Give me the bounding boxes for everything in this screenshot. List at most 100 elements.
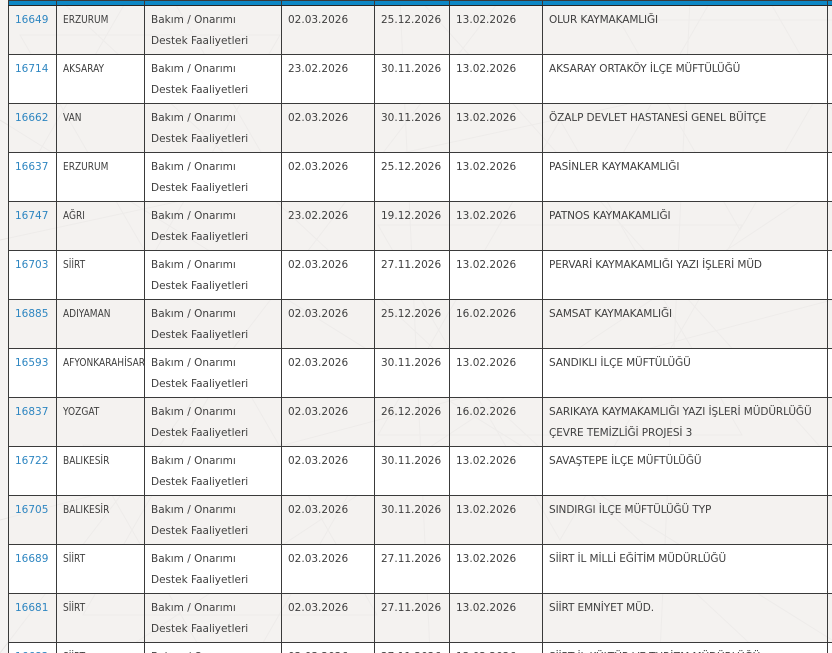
project-id-cell: 16703	[8, 250, 57, 300]
city-cell: SİİRT	[56, 593, 145, 643]
date2-cell: 30.11.2026	[374, 103, 450, 153]
table-row: 16662 VAN Bakım / Onarımı Destek Faaliye…	[8, 103, 832, 153]
date2-cell: 25.12.2026	[374, 152, 450, 202]
table-row: 16837 YOZGAT Bakım / Onarımı Destek Faal…	[8, 397, 832, 447]
date2-cell: 27.11.2026	[374, 642, 450, 653]
date3-cell: 13.02.2026	[449, 544, 543, 594]
table-row: 16885 ADIYAMAN Bakım / Onarımı Destek Fa…	[8, 299, 832, 349]
date1-cell: 02.03.2026	[281, 642, 375, 653]
date2-cell: 19.12.2026	[374, 201, 450, 251]
project-id-cell: 16682	[8, 642, 57, 653]
date1-cell: 23.02.2026	[281, 54, 375, 104]
clipped-column-sliver	[827, 5, 832, 55]
project-id-link[interactable]: 16747	[15, 210, 49, 222]
project-id-link[interactable]: 16837	[15, 406, 49, 418]
city-cell: BALIKESİR	[56, 495, 145, 545]
organization-cell: SAMSAT KAYMAKAMLIĞI	[542, 299, 828, 349]
date2-cell: 27.11.2026	[374, 250, 450, 300]
clipped-column-sliver	[827, 103, 832, 153]
organization-cell: ÖZALP DEVLET HASTANESİ GENEL BÜİTÇE	[542, 103, 828, 153]
category-cell: Bakım / Onarımı Destek Faaliyetleri	[144, 201, 282, 251]
date1-cell: 02.03.2026	[281, 348, 375, 398]
clipped-column-sliver	[827, 54, 832, 104]
project-id-link[interactable]: 16703	[15, 259, 49, 271]
organization-cell: SAVAŞTEPE İLÇE MÜFTÜLÜĞÜ	[542, 446, 828, 496]
date1-cell: 23.02.2026	[281, 201, 375, 251]
date2-cell: 30.11.2026	[374, 348, 450, 398]
date1-cell: 02.03.2026	[281, 152, 375, 202]
project-id-link[interactable]: 16593	[15, 357, 49, 369]
project-id-link[interactable]: 16722	[15, 455, 49, 467]
table-row: 16637 ERZURUM Bakım / Onarımı Destek Faa…	[8, 152, 832, 202]
table-row: 16689 SİİRT Bakım / Onarımı Destek Faali…	[8, 544, 832, 594]
date3-cell: 13.02.2026	[449, 103, 543, 153]
project-id-cell: 16649	[8, 5, 57, 55]
date2-cell: 30.11.2026	[374, 495, 450, 545]
city-cell: AĞRI	[56, 201, 145, 251]
date3-cell: 13.02.2026	[449, 495, 543, 545]
city-cell: BALIKESİR	[56, 446, 145, 496]
date1-cell: 02.03.2026	[281, 593, 375, 643]
clipped-column-sliver	[827, 397, 832, 447]
project-id-link[interactable]: 16662	[15, 112, 49, 124]
organization-cell: SİİRT İL KÜLTÜR VE TURİZM MÜDÜRLÜĞÜ	[542, 642, 828, 653]
table-body: 16649 ERZURUM Bakım / Onarımı Destek Faa…	[8, 5, 832, 653]
category-cell: Bakım / Onarımı Destek Faaliyetleri	[144, 5, 282, 55]
date3-cell: 16.02.2026	[449, 397, 543, 447]
city-cell: ADIYAMAN	[56, 299, 145, 349]
table-row: 16681 SİİRT Bakım / Onarımı Destek Faali…	[8, 593, 832, 643]
organization-cell: SARIKAYA KAYMAKAMLIĞI YAZI İŞLERİ MÜDÜRL…	[542, 397, 828, 447]
clipped-column-sliver	[827, 201, 832, 251]
organization-cell: OLUR KAYMAKAMLIĞI	[542, 5, 828, 55]
clipped-column-sliver	[827, 446, 832, 496]
project-id-cell: 16714	[8, 54, 57, 104]
project-id-cell: 16593	[8, 348, 57, 398]
project-id-link[interactable]: 16682	[15, 651, 48, 653]
table-row: 16649 ERZURUM Bakım / Onarımı Destek Faa…	[8, 5, 832, 55]
category-cell: Bakım / Onarımı Destek Faaliyetleri	[144, 642, 282, 653]
date3-cell: 13.02.2026	[449, 5, 543, 55]
clipped-column-sliver	[827, 593, 832, 643]
table-row: 16593 AFYONKARAHİSAR Bakım / Onarımı Des…	[8, 348, 832, 398]
date1-cell: 02.03.2026	[281, 5, 375, 55]
project-id-link[interactable]: 16714	[15, 63, 49, 75]
date3-cell: 13.02.2026	[449, 642, 543, 653]
category-cell: Bakım / Onarımı Destek Faaliyetleri	[144, 446, 282, 496]
date3-cell: 13.02.2026	[449, 54, 543, 104]
date2-cell: 30.11.2026	[374, 54, 450, 104]
clipped-column-sliver	[827, 495, 832, 545]
date1-cell: 02.03.2026	[281, 299, 375, 349]
category-cell: Bakım / Onarımı Destek Faaliyetleri	[144, 593, 282, 643]
date3-cell: 13.02.2026	[449, 250, 543, 300]
date3-cell: 16.02.2026	[449, 299, 543, 349]
category-cell: Bakım / Onarımı Destek Faaliyetleri	[144, 54, 282, 104]
project-id-link[interactable]: 16649	[15, 14, 49, 26]
category-cell: Bakım / Onarımı Destek Faaliyetleri	[144, 299, 282, 349]
project-id-link[interactable]: 16637	[15, 161, 49, 173]
project-id-cell: 16681	[8, 593, 57, 643]
table-row: 16747 AĞRI Bakım / Onarımı Destek Faaliy…	[8, 201, 832, 251]
project-id-link[interactable]: 16705	[15, 504, 49, 516]
project-id-link[interactable]: 16681	[15, 602, 49, 614]
city-cell: YOZGAT	[56, 397, 145, 447]
project-id-cell: 16705	[8, 495, 57, 545]
projects-table: 16649 ERZURUM Bakım / Onarımı Destek Faa…	[8, 0, 832, 653]
date2-cell: 25.12.2026	[374, 299, 450, 349]
table-row: 16705 BALIKESİR Bakım / Onarımı Destek F…	[8, 495, 832, 545]
date3-cell: 13.02.2026	[449, 152, 543, 202]
organization-cell: SANDIKLI İLÇE MÜFTÜLÜĞÜ	[542, 348, 828, 398]
project-id-link[interactable]: 16885	[15, 308, 49, 320]
clipped-column-sliver	[827, 348, 832, 398]
project-id-cell: 16662	[8, 103, 57, 153]
project-id-cell: 16885	[8, 299, 57, 349]
category-cell: Bakım / Onarımı Destek Faaliyetleri	[144, 348, 282, 398]
date1-cell: 02.03.2026	[281, 397, 375, 447]
organization-cell: PASİNLER KAYMAKAMLIĞI	[542, 152, 828, 202]
date1-cell: 02.03.2026	[281, 446, 375, 496]
clipped-column-sliver	[827, 250, 832, 300]
city-cell: AFYONKARAHİSAR	[56, 348, 145, 398]
project-id-link[interactable]: 16689	[15, 553, 49, 565]
project-id-cell: 16637	[8, 152, 57, 202]
date3-cell: 13.02.2026	[449, 348, 543, 398]
date3-cell: 13.02.2026	[449, 446, 543, 496]
